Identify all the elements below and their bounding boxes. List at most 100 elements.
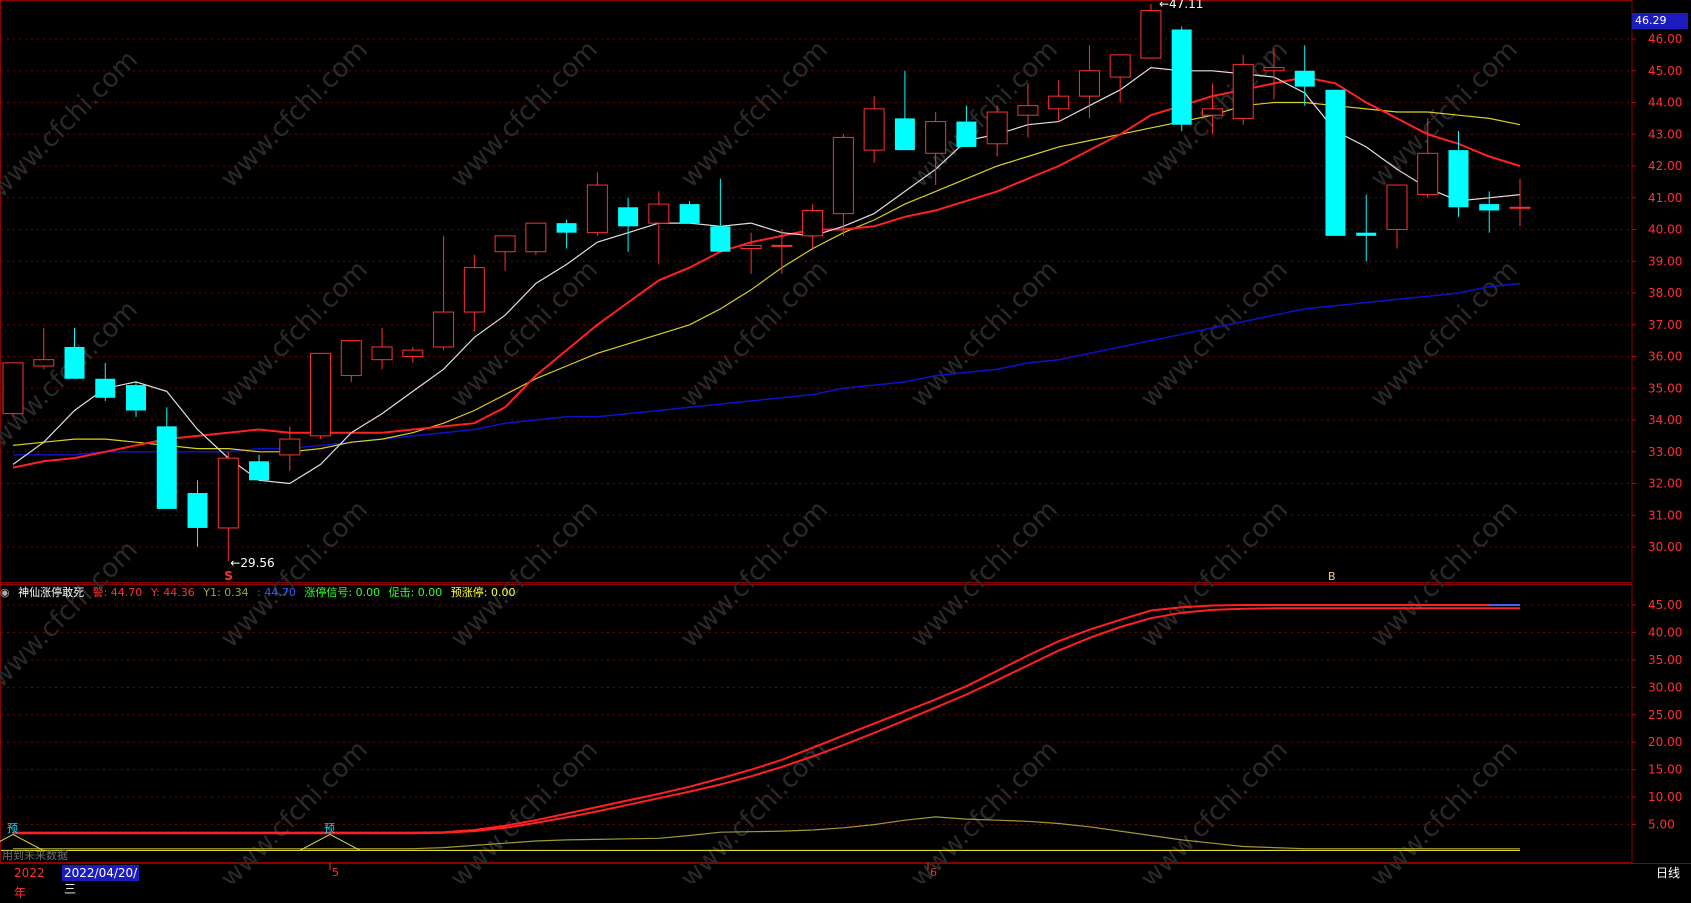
- candle-body-down: [1171, 29, 1192, 125]
- y-tick-label: 34.00: [1648, 413, 1682, 427]
- watermark: www.cfchi.com: [905, 735, 1064, 883]
- candle-body-up: [494, 235, 516, 253]
- month-label: 6: [930, 866, 937, 879]
- candle-body-up: [925, 121, 947, 154]
- ma60-line: [13, 282, 1521, 456]
- pre-signal-label: 预: [324, 822, 335, 835]
- indicator-panel-frame: [0, 584, 1633, 863]
- candle-body-up: [648, 203, 670, 224]
- main-panel-frame: [0, 0, 1633, 583]
- watermark: www.cfchi.com: [905, 255, 1064, 414]
- candle-body-down: [64, 346, 85, 379]
- indicator-field-jing: 警: 44.70: [92, 586, 143, 599]
- indicator-field-pre: 预涨停: 0.00: [450, 586, 516, 599]
- high-price-label: ←47.11: [1159, 0, 1203, 11]
- candle-body-up: [371, 346, 393, 361]
- watermark: www.cfchi.com: [675, 255, 834, 414]
- candle-body-down: [1356, 232, 1377, 236]
- indicator-field-y: Y: 44.36: [150, 586, 195, 599]
- candle-body-up: [340, 340, 362, 377]
- pre-signal-triangle: [299, 833, 361, 851]
- candle-body-up: [802, 209, 824, 237]
- candle-body-up: [2, 362, 24, 415]
- y-tick-label: 43.00: [1648, 127, 1682, 141]
- y-tick-label: 32.00: [1648, 477, 1682, 491]
- indicator-tick-label: 5.00: [1648, 818, 1675, 832]
- indicator-field-push: 促击: 0.00: [388, 586, 443, 599]
- period-button[interactable]: 日线: [1655, 866, 1680, 880]
- candle-body-down: [710, 226, 731, 252]
- candle-body-up: [1386, 184, 1408, 231]
- watermark: www.cfchi.com: [905, 495, 1064, 654]
- candle-body-up: [1048, 95, 1070, 110]
- indicator-tick-label: 30.00: [1648, 680, 1682, 694]
- indicator-name[interactable]: 神仙涨停敢死: [18, 586, 85, 599]
- watermark: www.cfchi.com: [1135, 495, 1294, 654]
- ma5-line: [12, 66, 1521, 485]
- candle-body-down: [95, 378, 116, 398]
- indicator-tick-label: 35.00: [1648, 653, 1682, 667]
- candle-body-up: [1263, 67, 1285, 72]
- candle-body-up: [863, 108, 885, 151]
- candle-body-down: [187, 493, 208, 528]
- indicator-tick-label: 20.00: [1648, 735, 1682, 749]
- y-tick-label: 42.00: [1648, 159, 1682, 173]
- low-price-label: ←29.56: [230, 556, 274, 570]
- candle-body-up: [1232, 63, 1254, 119]
- candle-body-up: [1140, 9, 1162, 59]
- cursor-date-label: 2022/04/20/三: [62, 865, 140, 896]
- candle-body-down: [156, 426, 177, 509]
- ma20-line: [12, 101, 1521, 453]
- candle-body-up: [217, 457, 239, 529]
- indicator-tick-label: 15.00: [1648, 763, 1682, 777]
- y-tick-label: 41.00: [1648, 191, 1682, 205]
- candle-body-up: [310, 352, 332, 437]
- indicator-tick-label: 40.00: [1648, 625, 1682, 639]
- y-tick-label: 31.00: [1648, 508, 1682, 522]
- candle-body-up: [586, 184, 608, 234]
- candle-body-up: [433, 311, 455, 348]
- y-tick-label: 35.00: [1648, 381, 1682, 395]
- watermark: www.cfchi.com: [675, 35, 834, 194]
- candle-body-down: [894, 118, 915, 151]
- indicator-field-y1: Y1: 0.34: [203, 586, 249, 599]
- candle-body-up: [1078, 70, 1100, 97]
- y-tick-label: 39.00: [1648, 254, 1682, 268]
- watermark: www.cfchi.com: [1365, 495, 1524, 654]
- y-tick-label: 30.00: [1648, 540, 1682, 554]
- sell-marker: S: [224, 569, 233, 583]
- indicator-toggle-icon[interactable]: ◉: [0, 586, 10, 599]
- watermark: www.cfchi.com: [675, 495, 834, 654]
- y-tick-label: 37.00: [1648, 318, 1682, 332]
- chart-svg: 46.00 45.00 44.00 43.00 42.00 41.00 40.00 39.00…: [0, 0, 1691, 883]
- candle-body-up: [525, 222, 547, 253]
- buy-marker: B: [1328, 570, 1336, 583]
- candle-body-down: [1294, 70, 1315, 87]
- candle-body-down: [556, 223, 577, 233]
- indicator-line-jing: [13, 604, 1520, 834]
- candle-body-up: [279, 438, 301, 456]
- future-data-hint: 用到未来数据: [2, 849, 68, 862]
- candle-body-up: [33, 359, 55, 367]
- watermark: www.cfchi.com: [445, 735, 604, 883]
- watermark: www.cfchi.com: [215, 735, 374, 883]
- candle-body-down: [249, 461, 270, 481]
- candle-body-up: [986, 111, 1008, 145]
- candle-body-up: [402, 349, 424, 357]
- month-label: 5: [332, 866, 339, 879]
- candle-body-up: [1201, 108, 1223, 116]
- candle-body-down: [1325, 89, 1346, 236]
- indicator-tick-label: 45.00: [1648, 598, 1682, 612]
- candle-body-down: [956, 121, 977, 147]
- candle-body-up: [832, 136, 854, 215]
- watermark: www.cfchi.com: [445, 35, 604, 194]
- candle-body-up: [1417, 152, 1439, 196]
- indicator-field-signal: 涨停信号: 0.00: [304, 586, 381, 599]
- indicator-tick-label: 25.00: [1648, 708, 1682, 722]
- watermark: www.cfchi.com: [0, 45, 144, 204]
- indicator-yellow-line: [13, 816, 1520, 850]
- watermark: www.cfchi.com: [215, 35, 374, 194]
- watermark: www.cfchi.com: [1365, 255, 1524, 414]
- y-tick-label: 33.00: [1648, 445, 1682, 459]
- candle-body-down: [1448, 150, 1469, 208]
